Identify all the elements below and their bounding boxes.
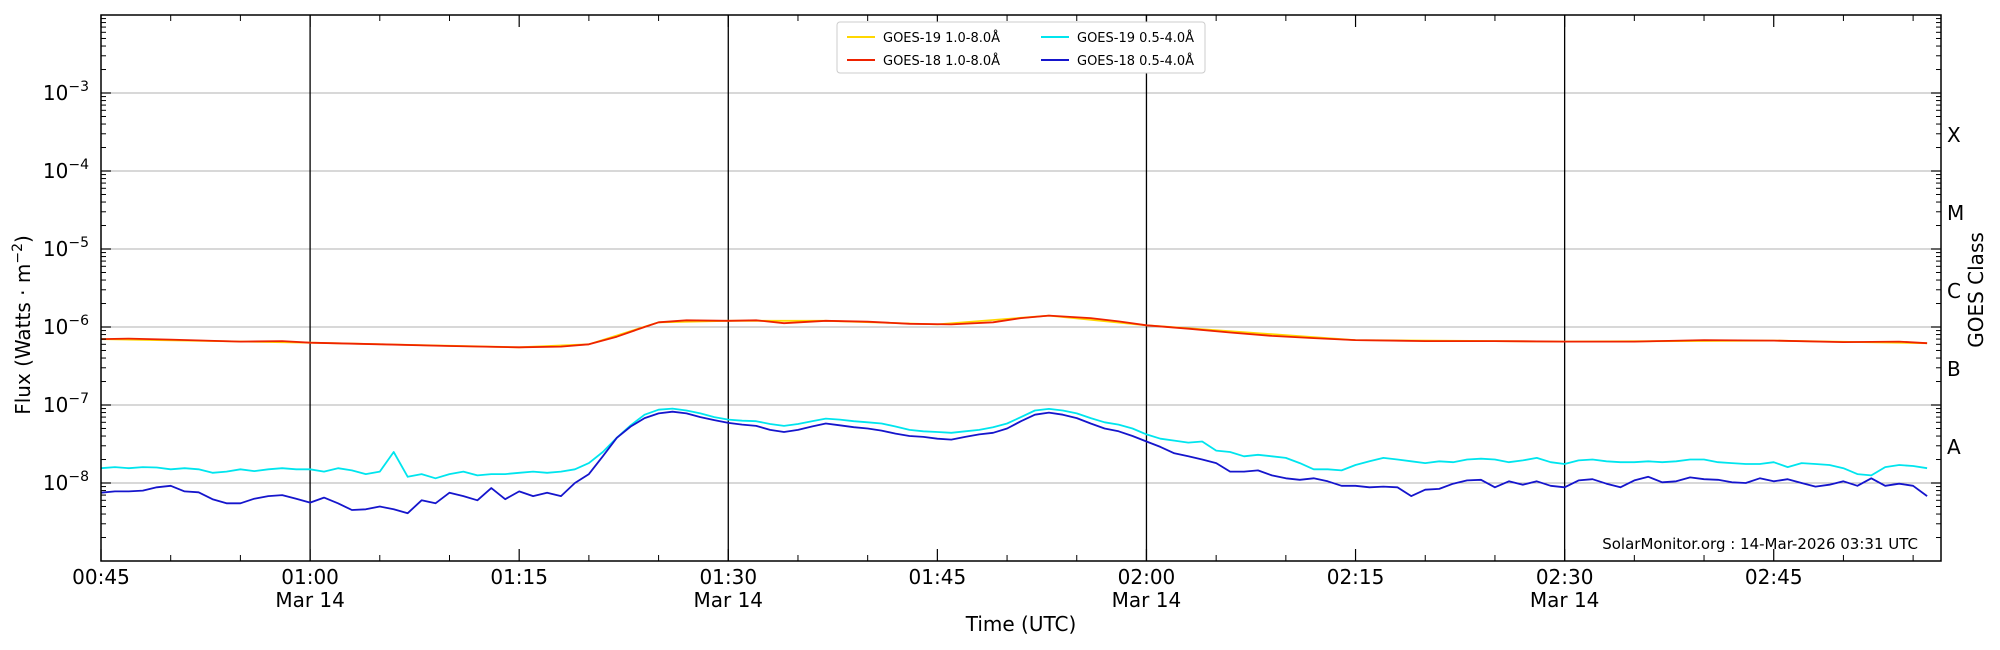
y-tick-exponent: −3 [68, 79, 89, 95]
y-tick-exponent: −4 [68, 157, 89, 173]
legend-label: GOES-19 1.0-8.0Å [883, 30, 1000, 46]
series-line-3 [100, 407, 1928, 480]
y-tick-label: 10−5 [43, 235, 89, 261]
y-axis-title-base: Flux (Watts · m [11, 264, 35, 415]
legend-entries: GOES-19 1.0-8.0Å GOES-18 1.0-8.0Å GOES-19 … [847, 30, 1194, 69]
axis-ticks [100, 15, 1941, 561]
legend: GOES-19 1.0-8.0Å GOES-18 1.0-8.0Å GOES-19 … [836, 21, 1206, 74]
y-tick-exponent: −5 [68, 235, 89, 251]
x-tick-date-label: Mar 14 [693, 588, 763, 612]
x-axis-title: Time (UTC) [965, 612, 1077, 636]
x-tick-label: 01:45 [909, 565, 967, 589]
y-tick-label: 10−7 [43, 391, 89, 417]
legend-label: GOES-19 0.5-4.0Å [1077, 30, 1194, 46]
x-tick-date-label: Mar 14 [1112, 588, 1182, 612]
goes-class-labels: A B C M X [1947, 123, 1964, 459]
y-tick-label: 10−6 [43, 313, 89, 339]
x-tick-label: 01:15 [490, 565, 548, 589]
x-tick-label: 00:45 [72, 565, 130, 589]
y-tick-exponent: −7 [68, 391, 89, 407]
credit-text: SolarMonitor.org : 14-Mar-2026 03:31 UTC [1602, 535, 1918, 553]
series-layer [100, 314, 1928, 515]
grid-layer [101, 92, 1941, 484]
goes-class-c: C [1947, 279, 1961, 303]
goes-class-b: B [1947, 357, 1961, 381]
y-tick-exponent: −8 [68, 469, 89, 485]
y-tick-label: 10−8 [43, 469, 89, 495]
x-tick-label: 02:15 [1327, 565, 1385, 589]
plot-area-frame [100, 14, 1942, 562]
x-tick-label: 02:30 [1536, 565, 1594, 589]
y-axis-title-exponent: −2 [10, 243, 26, 264]
y-tick-base: 10 [43, 471, 68, 495]
x-tick-date-label: Mar 14 [275, 588, 345, 612]
secondary-axis-title: GOES Class [1964, 232, 1988, 348]
x-tick-label: 02:00 [1118, 565, 1176, 589]
y-tick-base: 10 [43, 237, 68, 261]
y-axis-title-close: ) [11, 235, 35, 243]
x-tick-label: 01:30 [699, 565, 757, 589]
y-tick-label: 10−3 [43, 79, 89, 105]
y-tick-base: 10 [43, 159, 68, 183]
y-tick-base: 10 [43, 315, 68, 339]
goes-class-m: M [1947, 201, 1964, 225]
y-tick-exponent: −6 [68, 313, 89, 329]
legend-label: GOES-18 1.0-8.0Å [883, 53, 1000, 69]
goes-class-a: A [1947, 435, 1961, 459]
y-tick-base: 10 [43, 81, 68, 105]
y-axis-title: Flux (Watts · m−2) [10, 235, 35, 415]
x-tick-label: 01:00 [281, 565, 339, 589]
legend-label: GOES-18 0.5-4.0Å [1077, 53, 1194, 69]
x-tick-date-label: Mar 14 [1530, 588, 1600, 612]
y-tick-labels: 10−810−710−610−510−410−3 [43, 79, 89, 495]
series-line-4 [100, 410, 1928, 515]
goes-class-x: X [1947, 123, 1961, 147]
legend-box [836, 21, 1206, 74]
x-tick-label: 02:45 [1745, 565, 1803, 589]
y-tick-base: 10 [43, 393, 68, 417]
y-tick-label: 10−4 [43, 157, 89, 183]
series-line-2 [100, 314, 1928, 349]
